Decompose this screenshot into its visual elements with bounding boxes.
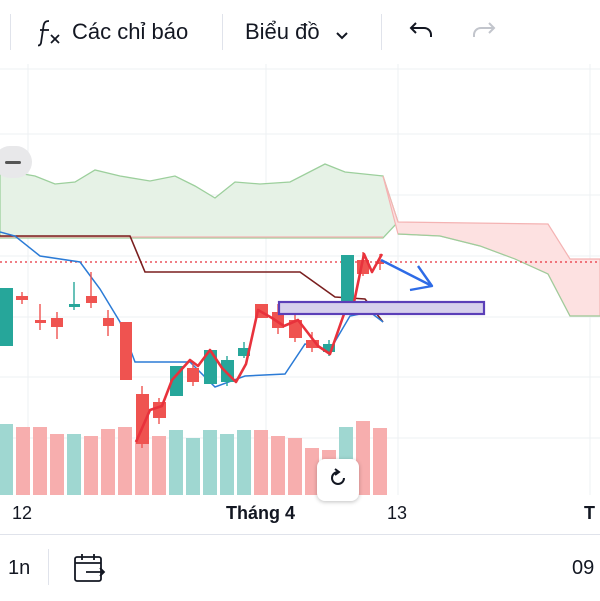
zoom-out-icon bbox=[5, 160, 21, 164]
calendar-range-icon bbox=[72, 554, 106, 589]
trend-arrow-drawing[interactable] bbox=[380, 258, 434, 292]
bottom-toolbar: 1n 09 bbox=[0, 534, 600, 601]
time-axis-label: T bbox=[584, 503, 595, 523]
range-1n-button[interactable]: 1n bbox=[8, 557, 31, 579]
redo-icon bbox=[470, 15, 498, 49]
indicators-button[interactable]: Các chỉ báo bbox=[34, 0, 188, 64]
kijun-line bbox=[0, 235, 384, 323]
kumo-cloud-bullish bbox=[0, 163, 399, 239]
function-icon bbox=[34, 17, 64, 47]
undo-button[interactable] bbox=[407, 0, 435, 64]
redo-button[interactable] bbox=[470, 0, 498, 64]
senkou-b-line bbox=[397, 233, 600, 317]
toolbar-divider bbox=[48, 549, 49, 585]
kumo-cloud-bearish bbox=[382, 175, 600, 317]
time-label: 09 bbox=[572, 557, 595, 579]
chart-type-button[interactable]: Biểu đồ bbox=[245, 0, 350, 64]
undo-icon bbox=[407, 15, 435, 49]
time-axis-label: 13 bbox=[387, 503, 408, 523]
toolbar-divider bbox=[381, 14, 382, 50]
chart-canvas bbox=[0, 64, 600, 495]
date-range-button[interactable] bbox=[72, 551, 106, 590]
reset-view-icon bbox=[327, 467, 349, 494]
grid-lines bbox=[0, 64, 600, 495]
toolbar-divider bbox=[10, 14, 11, 50]
tenkan-line bbox=[0, 231, 384, 388]
time-axis-label: 12 bbox=[12, 503, 33, 523]
price-chart[interactable] bbox=[0, 64, 600, 501]
top-toolbar: Các chỉ báo Biểu đồ bbox=[0, 0, 600, 64]
support-zone-rectangle[interactable] bbox=[277, 300, 486, 316]
reset-view-button[interactable] bbox=[317, 459, 359, 501]
time-axis-label: Tháng 4 bbox=[226, 503, 296, 523]
toolbar-divider bbox=[222, 14, 223, 50]
chevron-down-icon bbox=[334, 24, 350, 40]
zoom-out-button[interactable] bbox=[0, 146, 32, 178]
indicators-label: Các chỉ báo bbox=[72, 19, 189, 44]
chart-type-label: Biểu đồ bbox=[245, 19, 320, 44]
volume-bars bbox=[0, 421, 387, 495]
time-axis[interactable]: 12 Tháng 4 13 T bbox=[0, 495, 600, 533]
candlesticks bbox=[0, 252, 384, 448]
